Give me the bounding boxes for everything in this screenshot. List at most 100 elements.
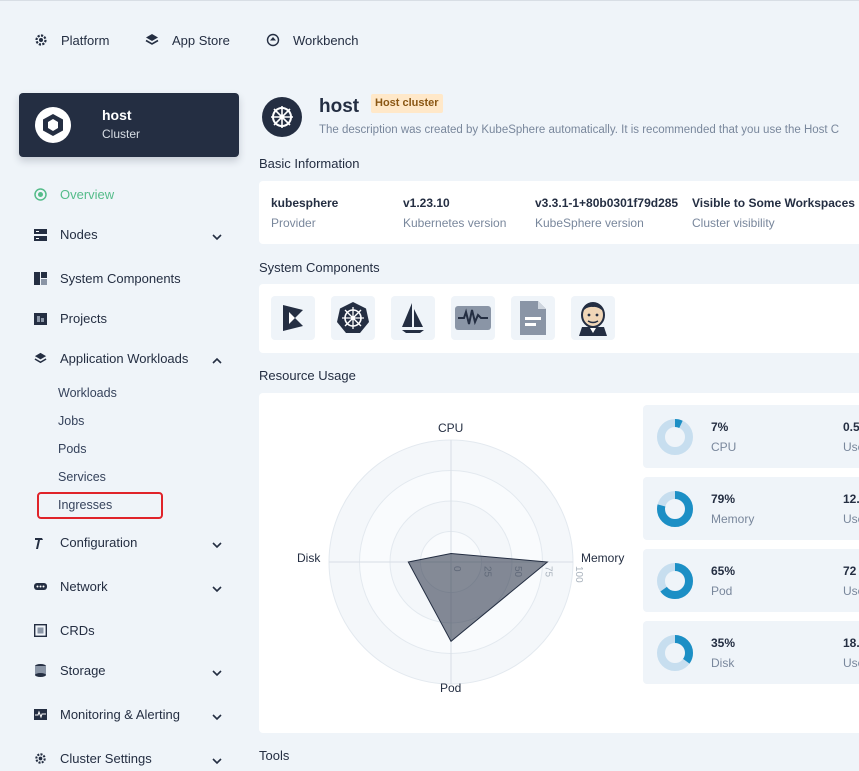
monitoring-icon [33,708,47,722]
ingresses-highlight [37,492,163,519]
sidebar-item-configuration[interactable]: Configuration [33,535,137,550]
sidebar-item-nodes[interactable]: Nodes [33,227,98,242]
sidebar-subitem-jobs[interactable]: Jobs [58,414,85,428]
server-icon [33,228,47,242]
nav-platform[interactable]: Platform [33,32,109,48]
usage-card-disk: 35% Disk 18. Use [643,621,859,684]
workbench-icon [265,32,281,48]
resource-radar-chart: 0255075100 [328,439,584,685]
crd-icon [33,624,47,638]
sidebar-item-storage[interactable]: Storage [33,663,106,678]
cpu-usage-percent: 7% [711,420,729,434]
sidebar-subitem-pods[interactable]: Pods [58,442,87,456]
logging-icon[interactable] [511,296,555,340]
sidebar-item-application-workloads[interactable]: Application Workloads [33,351,188,366]
sidebar-item-projects[interactable]: Projects [33,311,107,326]
cluster-selector[interactable]: host Cluster [19,93,239,157]
gear-icon [33,752,47,766]
radar-axis-label-cpu: CPU [438,421,464,435]
chevron-down-icon[interactable] [211,755,223,767]
cluster-name: host [102,107,132,123]
sidebar-item-monitoring[interactable]: Monitoring & Alerting [33,707,180,722]
layers-icon [33,352,47,366]
nav-app-store-label: App Store [172,32,230,48]
radar-tick-label: 100 [573,566,584,583]
cluster-role-badge: Host cluster [371,94,443,113]
hammer-icon [33,536,47,550]
memory-usage-label: Memory [711,512,755,526]
kubernetes-icon[interactable] [331,296,375,340]
page-title: host [319,96,360,117]
cluster-type: Cluster [102,127,141,141]
page-description: The description was created by KubeSpher… [319,124,840,136]
chevron-up-icon[interactable] [211,355,223,367]
sidebar-item-label: Network [60,579,108,594]
sidebar-item-crds[interactable]: CRDs [33,623,95,638]
kubesphere-icon[interactable] [271,296,315,340]
sidebar-item-label: System Components [60,271,181,286]
istio-icon[interactable] [391,296,435,340]
sidebar-item-cluster-settings[interactable]: Cluster Settings [33,751,152,766]
radar-axis-label-pod: Pod [440,681,462,695]
components-icon [33,272,47,286]
disk-usage-percent: 35% [711,636,736,650]
project-icon [33,312,47,326]
cluster-visibility-value: Visible to Some Workspaces [692,196,855,210]
memory-used-value: 12. [843,492,859,506]
basic-info-panel [259,181,859,244]
gear-icon [33,32,49,48]
sidebar-item-overview[interactable]: Overview [33,187,114,202]
nav-platform-label: Platform [61,32,110,48]
sidebar-item-label: Cluster Settings [60,751,152,766]
provider-value: kubesphere [271,196,339,210]
pod-usage-label: Pod [711,584,733,598]
usage-card-cpu: 7% CPU 0.5 Use [643,405,859,468]
sidebar-item-label: Nodes [60,227,98,242]
pod-usage-donut [657,563,693,599]
overview-icon [33,188,47,202]
disk-usage-donut [657,635,693,671]
nav-app-store[interactable]: App Store [144,32,230,48]
cpu-used-label: Use [843,440,859,454]
kubernetes-version-label: Kubernetes version [403,216,507,230]
chevron-down-icon[interactable] [211,539,223,551]
cluster-icon [35,107,71,143]
layers-icon [144,32,160,48]
radar-axis-label-disk: Disk [297,551,321,565]
memory-usage-percent: 79% [711,492,736,506]
sidebar-item-label: Overview [60,187,115,202]
sidebar-subitem-ingresses[interactable]: Ingresses [58,498,113,512]
basic-info-title: Basic Information [259,156,360,171]
radar-tick-label: 75 [543,566,554,578]
sidebar-item-label: Configuration [60,535,138,550]
kubernetes-icon [262,97,302,137]
sidebar-subitem-workloads[interactable]: Workloads [58,386,117,400]
resource-usage-title: Resource Usage [259,368,356,383]
disk-usage-label: Disk [711,656,735,670]
sidebar-item-label: Monitoring & Alerting [60,707,180,722]
chevron-down-icon[interactable] [211,231,223,243]
sidebar-item-network[interactable]: Network [33,579,108,594]
chevron-down-icon[interactable] [211,583,223,595]
provider-label: Provider [271,216,316,230]
chevron-down-icon[interactable] [211,667,223,679]
memory-used-label: Use [843,512,859,526]
system-components-title: System Components [259,260,380,275]
disk-used-value: 18. [843,636,859,650]
chevron-down-icon[interactable] [211,711,223,723]
pod-used-label: Use [843,584,859,598]
cpu-usage-donut [657,419,693,455]
usage-card-pod: 65% Pod 72 Use [643,549,859,612]
usage-card-memory: 79% Memory 12. Use [643,477,859,540]
sidebar-item-label: Application Workloads [60,351,189,366]
radar-axis-label-memory: Memory [581,551,625,565]
jenkins-icon[interactable] [571,296,615,340]
tools-title: Tools [259,748,290,763]
sidebar-item-label: Storage [60,663,106,678]
cpu-used-value: 0.5 [843,420,859,434]
sidebar-subitem-services[interactable]: Services [58,470,106,484]
sidebar-item-system-components[interactable]: System Components [33,271,181,286]
monitoring-icon[interactable] [451,296,495,340]
radar-usage-polygon [407,552,549,643]
nav-workbench[interactable]: Workbench [265,32,359,48]
